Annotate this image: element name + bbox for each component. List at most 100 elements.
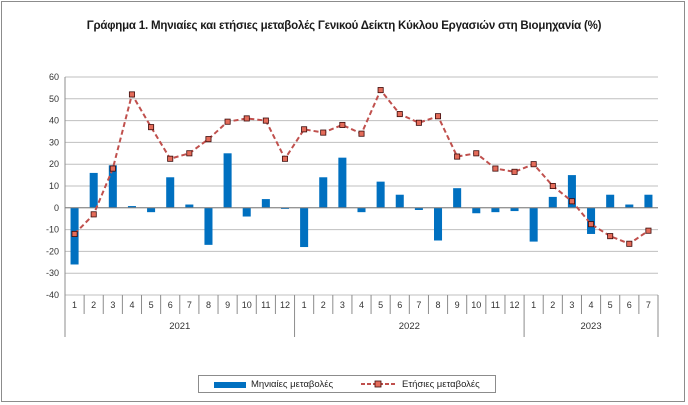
x-month-label: 4	[129, 300, 134, 310]
bar	[204, 207, 213, 245]
bar	[453, 188, 462, 208]
bar	[280, 207, 290, 209]
x-year-label: 2021	[169, 321, 190, 332]
line-marker	[224, 118, 231, 125]
bar	[376, 181, 385, 208]
line-marker	[301, 126, 308, 133]
bar	[567, 175, 576, 208]
x-month-label: 8	[206, 300, 211, 310]
x-month-label: 5	[149, 300, 154, 310]
bar	[548, 196, 557, 208]
x-month-label: 2	[550, 300, 555, 310]
x-month-label: 1	[531, 300, 536, 310]
x-month-label: 11	[261, 300, 270, 310]
y-tick-label: 50	[49, 94, 59, 104]
axes	[64, 77, 659, 337]
x-month-label: 1	[72, 300, 77, 310]
bar	[414, 207, 423, 210]
y-tick-label: -30	[46, 268, 59, 278]
x-month-label: 8	[436, 300, 441, 310]
line-marker	[607, 233, 614, 240]
y-tick-label: -20	[46, 246, 59, 256]
x-year-label: 2023	[580, 321, 601, 332]
line-marker	[186, 150, 193, 157]
line-marker	[320, 129, 327, 136]
y-tick-label: -10	[46, 225, 59, 235]
x-month-label: 2	[321, 300, 326, 310]
bar	[357, 207, 366, 213]
line-marker	[396, 111, 403, 118]
x-month-label: 7	[416, 300, 421, 310]
x-year-label: 2022	[399, 321, 420, 332]
line-marker	[243, 115, 250, 122]
line-marker	[148, 124, 155, 131]
y-tick-label: 10	[49, 181, 59, 191]
line-marker	[109, 165, 116, 172]
line-marker	[205, 136, 212, 143]
bar	[529, 207, 538, 242]
line-marker	[473, 150, 480, 157]
x-month-label: 9	[225, 300, 230, 310]
line-marker	[128, 91, 135, 98]
line-marker	[339, 121, 346, 128]
x-month-label: 3	[340, 300, 345, 310]
bar	[472, 207, 481, 214]
y-tick-label: 60	[49, 72, 59, 82]
bar	[338, 157, 347, 208]
annual-line	[71, 87, 652, 247]
bar	[223, 153, 232, 208]
y-tick-label: 30	[49, 137, 59, 147]
line-marker	[568, 198, 575, 205]
line-marker	[511, 168, 518, 175]
line-marker	[435, 113, 442, 120]
line-marker	[71, 230, 78, 237]
bar	[644, 194, 653, 208]
x-month-label: 3	[569, 300, 574, 310]
line-marker	[90, 211, 97, 218]
x-month-label: 3	[110, 300, 115, 310]
line-marker	[549, 182, 556, 189]
x-month-label: 6	[627, 300, 632, 310]
y-tick-label: 40	[49, 116, 59, 126]
legend-bar-swatch	[214, 382, 246, 388]
line-marker	[415, 119, 422, 126]
x-month-label: 2	[91, 300, 96, 310]
x-month-label: 6	[168, 300, 173, 310]
bar	[108, 165, 117, 208]
bar	[395, 194, 404, 208]
bar	[587, 207, 596, 234]
line-marker	[492, 165, 499, 172]
bar	[433, 207, 443, 241]
legend-bar-label: Μηνιαίες μεταβολές	[251, 379, 334, 390]
bar	[625, 204, 634, 208]
x-month-label: 1	[302, 300, 307, 310]
monthly-bars	[70, 153, 653, 265]
line-marker	[530, 161, 537, 168]
x-month-label: 7	[187, 300, 192, 310]
line-marker	[588, 221, 595, 228]
x-month-label: 12	[280, 300, 290, 310]
x-month-label: 12	[510, 300, 520, 310]
line-marker	[626, 240, 633, 247]
x-month-label: 5	[378, 300, 383, 310]
y-tick-label: -40	[46, 290, 59, 300]
legend-line-label: Ετήσιες μεταβολές	[402, 379, 480, 390]
bar	[166, 177, 175, 208]
y-tick-label: 20	[49, 159, 59, 169]
line-marker	[645, 227, 652, 234]
legend: Μηνιαίες μεταβολές Ετήσιες μεταβολές	[198, 375, 496, 393]
bar	[510, 207, 519, 212]
x-month-label: 9	[455, 300, 460, 310]
annual-line-path	[73, 89, 649, 245]
bar	[491, 207, 500, 213]
bar	[606, 194, 615, 208]
legend-line-swatch	[361, 380, 395, 388]
line-marker	[358, 130, 365, 137]
bar	[300, 207, 309, 248]
line-marker	[454, 153, 461, 160]
x-month-label: 11	[491, 300, 500, 310]
bar	[89, 172, 98, 208]
